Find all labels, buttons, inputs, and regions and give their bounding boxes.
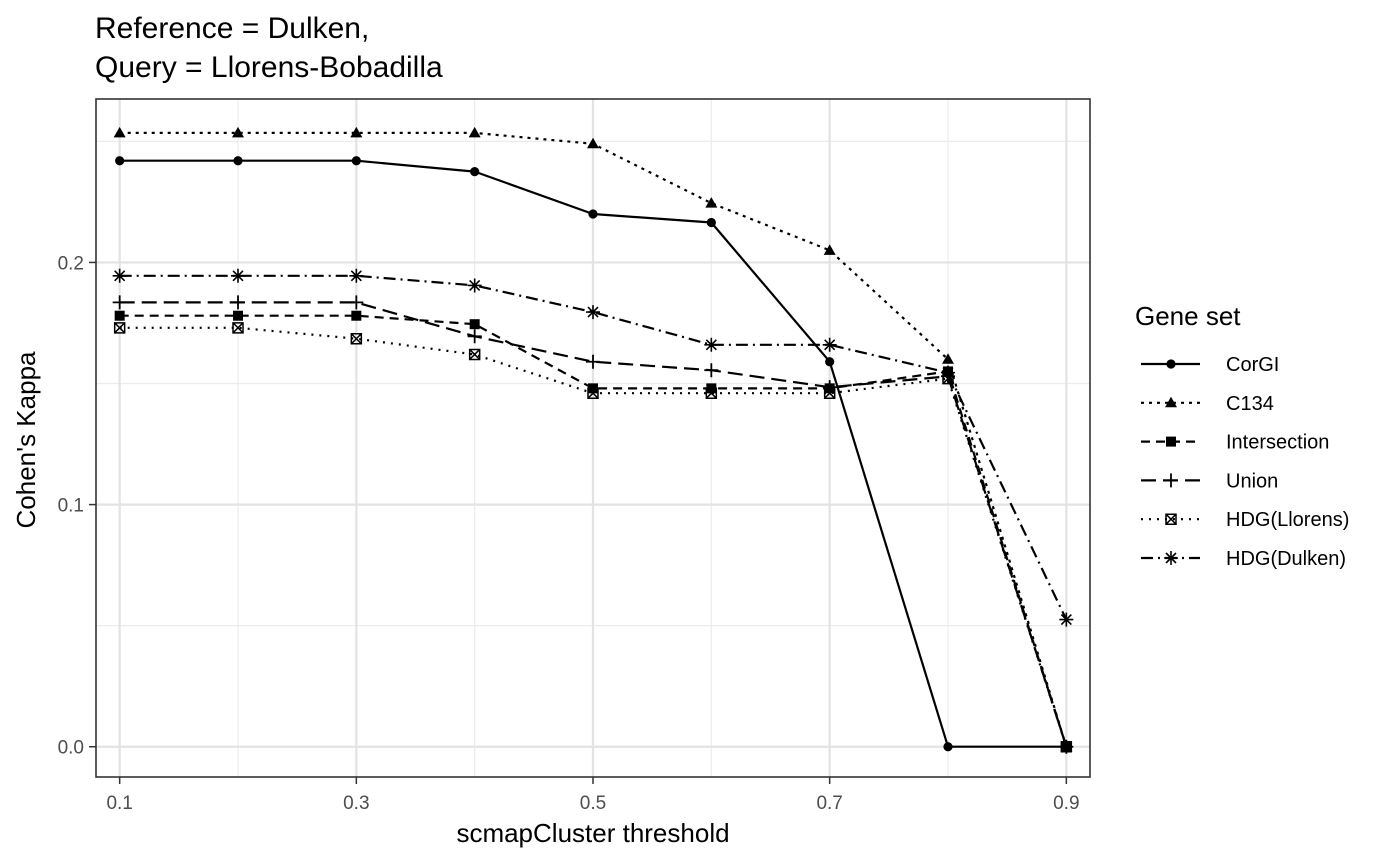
legend: Gene set CorGI C134 Intersection Union HDG(L… xyxy=(1135,301,1349,570)
point-corgi-3 xyxy=(470,167,480,177)
point-c134-0 xyxy=(113,126,126,138)
point-union-2 xyxy=(349,295,364,310)
point-corgi-7 xyxy=(943,742,953,752)
y-tick-label: 0.0 xyxy=(58,738,84,759)
x-axis-title: scmapCluster threshold xyxy=(456,818,729,848)
point-hdg-llorens-3 xyxy=(468,348,481,361)
legend-key-marker xyxy=(1164,473,1178,488)
point-hdg-dulken-8 xyxy=(1059,612,1074,627)
point-c134-2 xyxy=(350,126,363,138)
point-c134-5 xyxy=(705,197,718,208)
tick-labels: 0.1 0.3 0.5 0.7 0.9 0.0 0.1 0.2 xyxy=(58,253,1080,814)
legend-key-marker xyxy=(1164,551,1178,565)
point-union-6 xyxy=(822,380,837,395)
y-axis-title: Cohen's Kappa xyxy=(11,351,41,529)
point-corgi-2 xyxy=(351,156,361,166)
point-intersection-2 xyxy=(351,310,362,321)
point-corgi-5 xyxy=(706,217,716,228)
point-hdg-llorens-1 xyxy=(232,322,244,334)
y-tick-label: 0.1 xyxy=(58,496,84,517)
point-c134-4 xyxy=(587,137,599,149)
legend-key-marker xyxy=(1166,436,1176,447)
point-intersection-0 xyxy=(114,310,125,321)
point-union-0 xyxy=(112,295,127,310)
point-intersection-3 xyxy=(469,319,480,330)
legend-key-marker xyxy=(1165,513,1177,525)
title-line-1: Reference = Dulken, xyxy=(95,12,369,45)
series-layer xyxy=(112,126,1074,754)
x-tick-label: 0.7 xyxy=(816,793,842,814)
point-hdg-dulken-3 xyxy=(467,278,482,293)
point-hdg-dulken-1 xyxy=(231,268,245,283)
legend-key-marker xyxy=(1166,359,1176,369)
axis-ticks xyxy=(89,261,1068,784)
legend-item-c134: C134 xyxy=(1141,393,1274,415)
legend-label: Intersection xyxy=(1226,432,1329,454)
point-c134-7 xyxy=(942,353,954,364)
y-tick-label: 0.2 xyxy=(58,253,84,274)
point-hdg-dulken-7 xyxy=(941,365,955,380)
point-hdg-llorens-4 xyxy=(587,387,599,399)
series-line-intersection xyxy=(119,314,1068,748)
chart-title: Reference = Dulken, Query = Llorens-Boba… xyxy=(95,12,443,84)
point-hdg-dulken-6 xyxy=(822,337,837,352)
point-corgi-6 xyxy=(825,357,835,367)
point-hdg-dulken-0 xyxy=(112,268,127,283)
series-line-hdg-dulken xyxy=(119,274,1068,621)
point-c134-1 xyxy=(232,126,244,138)
point-corgi-0 xyxy=(115,156,125,166)
legend-item-intersection: Intersection xyxy=(1141,432,1329,454)
legend-key-marker xyxy=(1165,396,1177,408)
series-hdg-dulken xyxy=(112,268,1074,627)
legend-title: Gene set xyxy=(1135,301,1241,331)
x-tick-label: 0.9 xyxy=(1053,793,1079,814)
point-hdg-dulken-5 xyxy=(704,337,719,352)
point-c134-6 xyxy=(823,244,836,255)
point-hdg-llorens-5 xyxy=(705,387,718,399)
point-corgi-4 xyxy=(588,209,598,219)
series-corgi xyxy=(115,156,1071,752)
point-c134-3 xyxy=(468,126,481,138)
legend-item-hdg-llorens: HDG(Llorens) xyxy=(1141,509,1349,531)
legend-label: C134 xyxy=(1226,393,1274,415)
legend-label: CorGI xyxy=(1226,354,1279,376)
x-tick-label: 0.1 xyxy=(106,793,132,814)
point-union-5 xyxy=(704,363,719,378)
point-intersection-1 xyxy=(233,310,243,321)
point-union-3 xyxy=(467,329,482,344)
grid-major xyxy=(96,99,1090,777)
legend-label: Union xyxy=(1226,470,1278,492)
point-hdg-llorens-2 xyxy=(350,332,363,345)
series-c134 xyxy=(113,126,1073,752)
point-hdg-llorens-8 xyxy=(1060,740,1073,753)
x-tick-label: 0.5 xyxy=(580,793,606,814)
point-hdg-llorens-6 xyxy=(823,387,836,399)
point-hdg-llorens-0 xyxy=(113,322,126,334)
point-hdg-dulken-2 xyxy=(349,268,364,283)
point-union-4 xyxy=(586,354,600,369)
legend-label: HDG(Dulken) xyxy=(1226,548,1346,570)
point-hdg-dulken-4 xyxy=(586,305,600,320)
legend-item-union: Union xyxy=(1141,470,1278,492)
x-tick-label: 0.3 xyxy=(343,793,369,814)
point-corgi-1 xyxy=(233,156,243,166)
series-line-union xyxy=(119,301,1068,748)
legend-label: HDG(Llorens) xyxy=(1226,509,1349,531)
legend-item-hdg-dulken: HDG(Dulken) xyxy=(1141,548,1346,570)
legend-item-corgi: CorGI xyxy=(1141,354,1279,376)
point-union-1 xyxy=(231,295,245,310)
title-line-2: Query = Llorens-Bobadilla xyxy=(95,51,443,84)
